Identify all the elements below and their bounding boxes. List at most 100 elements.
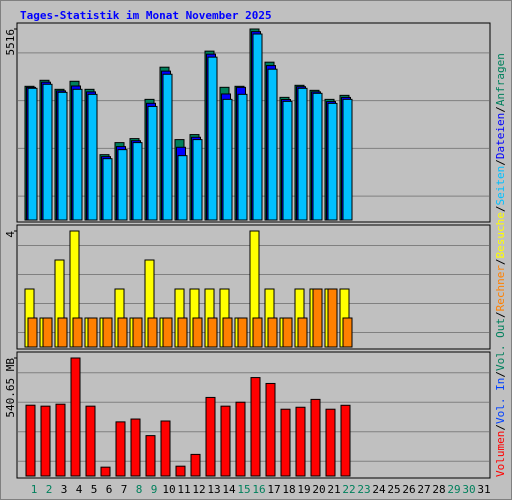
bar bbox=[310, 398, 321, 477]
bar bbox=[222, 317, 233, 348]
bar bbox=[115, 421, 126, 477]
legend-entry: Anfragen bbox=[494, 53, 507, 106]
bar bbox=[237, 317, 248, 348]
legend-entry: Vol. In bbox=[494, 378, 507, 424]
x-tick-label: 14 bbox=[222, 483, 236, 496]
x-tick-label: 26 bbox=[402, 483, 415, 496]
x-tick-label: 28 bbox=[432, 483, 445, 496]
legend-entry: Volumen bbox=[494, 431, 507, 477]
bar bbox=[117, 149, 128, 221]
bar bbox=[87, 93, 98, 221]
x-tick-label: 8 bbox=[136, 483, 143, 496]
bar bbox=[177, 317, 188, 348]
x-tick-label: 16 bbox=[252, 483, 265, 496]
bar bbox=[27, 317, 38, 348]
y-tick-label: 4 bbox=[4, 231, 17, 238]
bar bbox=[175, 465, 186, 477]
bar bbox=[265, 382, 276, 477]
legend-entry: Rechner bbox=[494, 265, 507, 312]
legend-separator: / bbox=[494, 205, 507, 212]
bar bbox=[192, 317, 203, 348]
bar bbox=[327, 102, 338, 221]
bar bbox=[207, 56, 218, 221]
x-tick-label: 3 bbox=[61, 483, 68, 496]
bar bbox=[130, 418, 141, 477]
legend-separator: / bbox=[494, 371, 507, 378]
x-tick-label: 4 bbox=[76, 483, 83, 496]
bar bbox=[132, 317, 143, 348]
bar bbox=[145, 435, 156, 477]
bar bbox=[57, 317, 68, 348]
bar bbox=[102, 158, 113, 221]
bar bbox=[280, 408, 291, 477]
legend-separator: / bbox=[494, 311, 507, 318]
bar bbox=[87, 317, 98, 348]
y-tick-label: 540.65 MB bbox=[4, 358, 17, 418]
bar bbox=[237, 93, 248, 221]
bar bbox=[117, 317, 128, 348]
bar bbox=[250, 377, 261, 477]
bar bbox=[312, 288, 323, 348]
bar bbox=[160, 420, 171, 477]
bar bbox=[340, 404, 351, 477]
bar bbox=[70, 357, 81, 477]
legend: Volumen/Vol. In/Vol. Out/Rechner/Besuche… bbox=[494, 53, 507, 477]
bar bbox=[162, 317, 173, 348]
bar bbox=[252, 33, 263, 221]
bar bbox=[100, 466, 111, 477]
bar bbox=[72, 317, 83, 348]
x-tick-label: 24 bbox=[372, 483, 386, 496]
x-tick-label: 30 bbox=[462, 483, 475, 496]
bar bbox=[267, 317, 278, 348]
legend-separator: / bbox=[494, 424, 507, 431]
legend-entry: Vol. Out bbox=[494, 318, 507, 371]
x-tick-label: 23 bbox=[357, 483, 370, 496]
chart-title: Tages-Statistik im Monat November 2025 bbox=[20, 9, 272, 22]
bar bbox=[252, 317, 263, 348]
bar bbox=[55, 403, 66, 477]
x-tick-label: 11 bbox=[177, 483, 190, 496]
bar bbox=[42, 317, 53, 348]
bar bbox=[342, 317, 353, 348]
bar bbox=[147, 317, 158, 348]
legend-separator: / bbox=[494, 106, 507, 113]
bar bbox=[207, 317, 218, 348]
bar bbox=[327, 288, 338, 348]
x-tick-label: 20 bbox=[312, 483, 325, 496]
x-tick-label: 6 bbox=[106, 483, 113, 496]
x-tick-label: 17 bbox=[267, 483, 280, 496]
x-tick-label: 7 bbox=[121, 483, 128, 496]
bar bbox=[192, 139, 203, 221]
bar bbox=[177, 155, 188, 221]
bar bbox=[220, 405, 231, 477]
bar bbox=[282, 100, 293, 221]
bar bbox=[295, 406, 306, 477]
x-tick-label: 31 bbox=[477, 483, 490, 496]
y-tick-label: 5516 bbox=[4, 29, 17, 56]
x-tick-label: 9 bbox=[151, 483, 158, 496]
bar bbox=[312, 92, 323, 221]
legend-separator: / bbox=[494, 258, 507, 265]
bar bbox=[282, 317, 293, 348]
bar bbox=[42, 83, 53, 221]
bar bbox=[342, 98, 353, 221]
bar bbox=[132, 142, 143, 221]
bar bbox=[162, 73, 173, 221]
bar bbox=[72, 88, 83, 221]
bar bbox=[297, 317, 308, 348]
bar bbox=[40, 405, 51, 477]
bar bbox=[222, 98, 233, 221]
x-tick-label: 25 bbox=[387, 483, 400, 496]
bar bbox=[57, 91, 68, 221]
bar bbox=[297, 87, 308, 221]
x-tick-label: 21 bbox=[327, 483, 340, 496]
bar bbox=[147, 105, 158, 221]
bar bbox=[27, 87, 38, 221]
x-tick-label: 10 bbox=[162, 483, 175, 496]
legend-separator: / bbox=[494, 159, 507, 166]
bar bbox=[102, 317, 113, 348]
legend-entry: Dateien bbox=[494, 113, 507, 159]
x-tick-label: 12 bbox=[192, 483, 205, 496]
bar bbox=[25, 404, 36, 477]
